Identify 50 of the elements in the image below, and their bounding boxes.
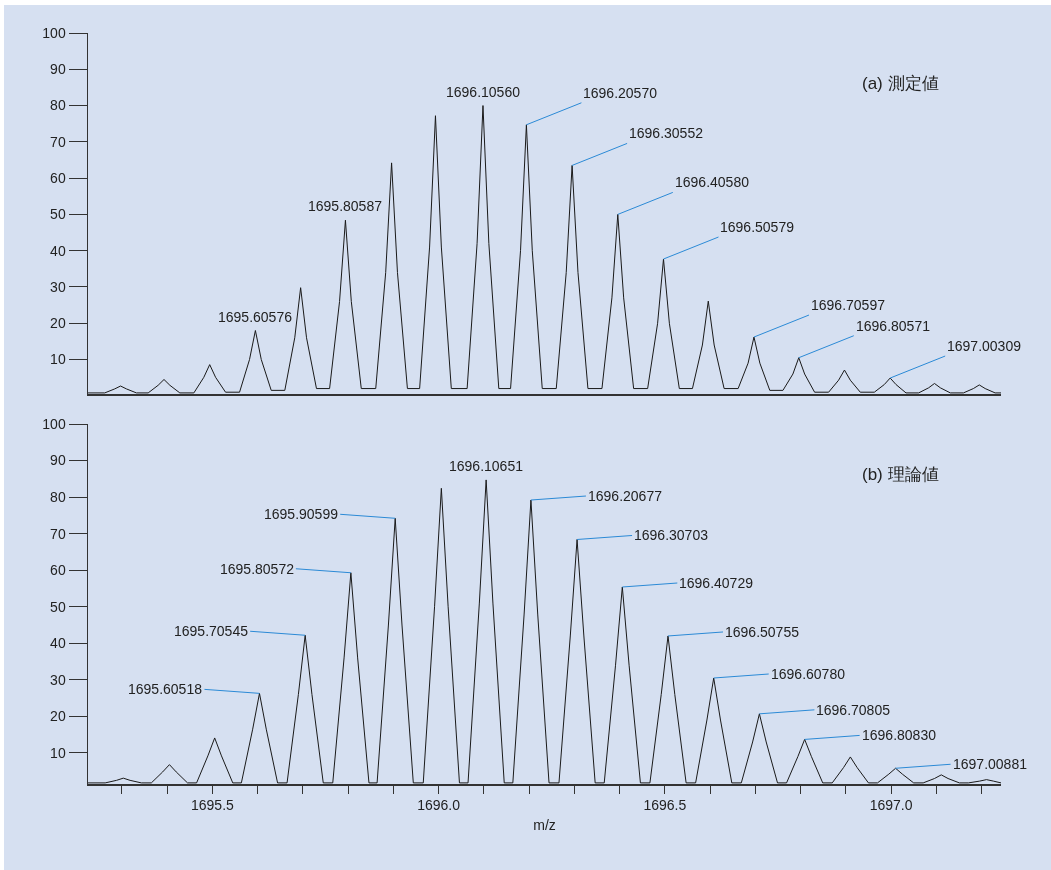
annotation: 1697.00309 (947, 338, 1022, 354)
x-tick-label: 1695.5 (191, 797, 235, 814)
x-tick-label: 1696.0 (417, 797, 461, 814)
annotation: 1696.40580 (675, 174, 750, 190)
annotation: 1696.60780 (771, 666, 846, 682)
y-tick-label: 70 (50, 525, 66, 542)
y-tick-label: 60 (50, 170, 66, 187)
y-tick-label: 80 (50, 489, 66, 505)
annotation: 1696.50755 (725, 624, 800, 640)
y-tick-label: 50 (50, 206, 66, 223)
annotation: 1696.80830 (862, 727, 937, 743)
annotation: 1695.60576 (218, 309, 293, 325)
y-tick-label: 90 (50, 61, 66, 78)
annotation: 1696.50579 (720, 219, 795, 235)
annotation: 1696.30552 (629, 125, 704, 141)
x-tick-label: 1697.0 (869, 797, 913, 814)
annotation: 1695.80587 (308, 198, 383, 214)
y-tick-label: 100 (42, 24, 66, 41)
annotation: 1695.60518 (128, 681, 203, 697)
text: (a) 測定値 (862, 74, 939, 93)
y-tick-label: 100 (42, 415, 66, 432)
annotation: 1697.00881 (953, 756, 1028, 772)
y-tick-label: 40 (50, 635, 66, 652)
annotation: 1695.80572 (220, 561, 295, 577)
x-tick-label: 1696.5 (643, 797, 687, 814)
y-tick-label: 50 (50, 598, 66, 615)
y-tick-label: 30 (50, 278, 66, 295)
y-tick-label: 60 (50, 562, 66, 579)
text: (b) 理論値 (862, 465, 939, 484)
annotation: 1696.40729 (679, 575, 754, 591)
y-tick-label: 30 (50, 671, 66, 688)
y-tick-label: 10 (50, 351, 66, 368)
y-tick-label: 10 (50, 744, 66, 761)
annotation: 1696.70597 (811, 297, 886, 313)
y-tick-label: 40 (50, 242, 66, 259)
annotation: 1696.20677 (588, 488, 663, 504)
y-tick-label: 80 (50, 97, 66, 114)
y-tick-label: 70 (50, 133, 66, 150)
y-tick-label: 20 (50, 315, 66, 332)
annotation: 1695.70545 (174, 623, 249, 639)
annotation: 1696.10651 (449, 458, 524, 474)
annotation: 1696.10560 (446, 84, 521, 100)
annotation: 1696.20570 (583, 85, 658, 101)
annotation: 1696.80571 (856, 318, 931, 334)
x-axis-title: m/z (533, 817, 556, 834)
y-tick-label: 20 (50, 708, 66, 725)
annotation: 1696.70805 (816, 702, 891, 718)
annotation: 1695.90599 (264, 506, 339, 522)
annotation: 1696.30703 (634, 527, 709, 543)
y-tick-label: 90 (50, 452, 66, 469)
